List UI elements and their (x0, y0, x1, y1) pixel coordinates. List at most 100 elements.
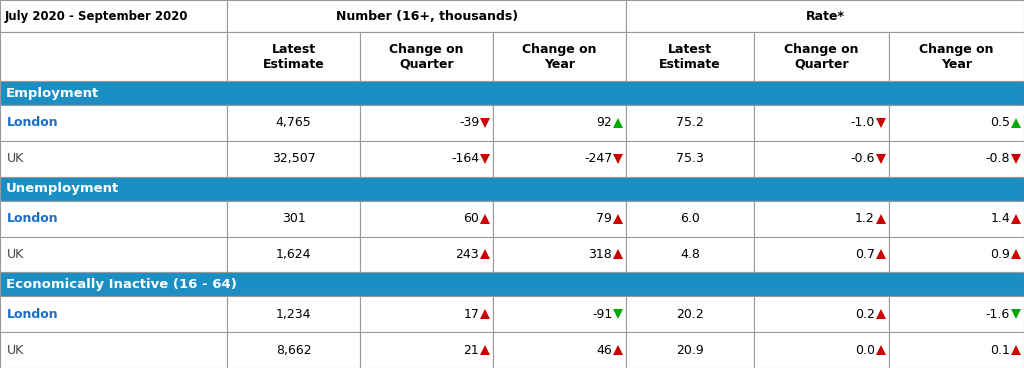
Bar (360, 296, 494, 332)
Bar (754, 296, 889, 332)
Bar (0, 81, 1024, 105)
Text: UK: UK (7, 344, 25, 357)
Bar (889, 201, 1024, 237)
Text: -39: -39 (459, 116, 479, 130)
Text: 301: 301 (282, 212, 305, 225)
Text: -1.6: -1.6 (986, 308, 1010, 321)
Bar (889, 105, 1024, 141)
Text: London: London (7, 116, 58, 130)
Bar (227, 296, 360, 332)
Text: Rate*: Rate* (806, 10, 845, 23)
Text: 21: 21 (464, 344, 479, 357)
Bar (0, 296, 227, 332)
Bar (227, 332, 360, 368)
Text: 0.9: 0.9 (990, 248, 1010, 261)
Text: Latest
Estimate: Latest Estimate (263, 43, 325, 71)
Bar (0, 272, 1024, 296)
Text: 0.7: 0.7 (855, 248, 874, 261)
Bar (360, 237, 494, 272)
Bar (494, 237, 626, 272)
Text: 0.5: 0.5 (990, 116, 1010, 130)
Text: Change on
Quarter: Change on Quarter (389, 43, 464, 71)
Bar (626, 201, 754, 237)
Text: 32,507: 32,507 (271, 152, 315, 165)
Bar (227, 0, 626, 32)
Bar (889, 141, 1024, 177)
Text: 4.8: 4.8 (680, 248, 699, 261)
Text: Employment: Employment (6, 86, 99, 100)
Bar (754, 237, 889, 272)
Text: 92: 92 (596, 116, 612, 130)
Bar (0, 32, 227, 81)
Text: 17: 17 (463, 308, 479, 321)
Bar (0, 141, 227, 177)
Text: 75.2: 75.2 (676, 116, 703, 130)
Bar (889, 32, 1024, 81)
Bar (227, 141, 360, 177)
Bar (494, 296, 626, 332)
Bar (626, 105, 754, 141)
Text: 243: 243 (456, 248, 479, 261)
Bar (0, 177, 1024, 201)
Text: -247: -247 (584, 152, 612, 165)
Text: 75.3: 75.3 (676, 152, 703, 165)
Bar (227, 201, 360, 237)
Bar (889, 237, 1024, 272)
Text: 1,234: 1,234 (275, 308, 311, 321)
Bar (626, 296, 754, 332)
Text: UK: UK (7, 152, 25, 165)
Text: Latest
Estimate: Latest Estimate (659, 43, 721, 71)
Bar (360, 105, 494, 141)
Bar (360, 201, 494, 237)
Text: 20.9: 20.9 (676, 344, 703, 357)
Bar (0, 237, 227, 272)
Bar (360, 32, 494, 81)
Bar (227, 237, 360, 272)
Bar (0, 201, 227, 237)
Text: Change on
Year: Change on Year (920, 43, 993, 71)
Text: -0.8: -0.8 (985, 152, 1010, 165)
Bar (494, 332, 626, 368)
Text: -0.6: -0.6 (850, 152, 874, 165)
Bar (754, 141, 889, 177)
Text: 318: 318 (589, 248, 612, 261)
Bar (494, 201, 626, 237)
Text: 0.2: 0.2 (855, 308, 874, 321)
Bar (0, 105, 227, 141)
Bar (754, 32, 889, 81)
Text: 6.0: 6.0 (680, 212, 699, 225)
Text: -91: -91 (592, 308, 612, 321)
Bar (626, 141, 754, 177)
Bar (494, 32, 626, 81)
Bar (754, 332, 889, 368)
Bar (626, 332, 754, 368)
Bar (626, 237, 754, 272)
Text: 46: 46 (596, 344, 612, 357)
Bar (754, 105, 889, 141)
Bar (360, 332, 494, 368)
Bar (227, 105, 360, 141)
Bar (889, 296, 1024, 332)
Bar (754, 201, 889, 237)
Text: Number (16+, thousands): Number (16+, thousands) (336, 10, 518, 23)
Text: Unemployment: Unemployment (6, 182, 119, 195)
Bar (889, 332, 1024, 368)
Bar (626, 0, 1024, 32)
Text: 4,765: 4,765 (275, 116, 311, 130)
Text: 79: 79 (596, 212, 612, 225)
Bar (0, 332, 227, 368)
Text: Economically Inactive (16 - 64): Economically Inactive (16 - 64) (6, 278, 237, 291)
Bar (0, 0, 227, 32)
Text: July 2020 - September 2020: July 2020 - September 2020 (5, 10, 188, 23)
Text: -164: -164 (451, 152, 479, 165)
Text: UK: UK (7, 248, 25, 261)
Bar (494, 141, 626, 177)
Bar (360, 141, 494, 177)
Text: 8,662: 8,662 (275, 344, 311, 357)
Bar (494, 105, 626, 141)
Text: London: London (7, 308, 58, 321)
Text: 60: 60 (463, 212, 479, 225)
Text: Change on
Quarter: Change on Quarter (784, 43, 858, 71)
Bar (227, 32, 360, 81)
Text: 0.0: 0.0 (855, 344, 874, 357)
